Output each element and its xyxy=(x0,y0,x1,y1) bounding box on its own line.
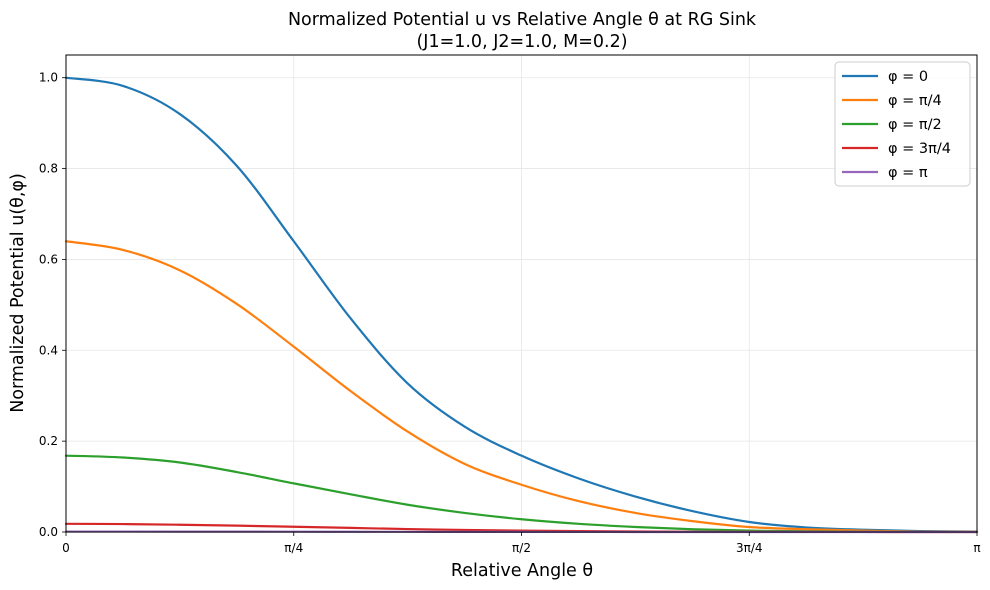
x-tick-label: π/2 xyxy=(512,541,531,555)
legend: φ = 0 φ = π/4 φ = π/2 φ = 3π/4 φ = π xyxy=(834,61,971,187)
y-tick-label: 0.0 xyxy=(39,525,58,539)
chart-title: Normalized Potential u vs Relative Angle… xyxy=(288,10,757,30)
y-axis-ticks: 0.0 0.2 0.4 0.6 0.8 1.0 xyxy=(39,71,66,539)
x-axis-label: Relative Angle θ xyxy=(451,561,593,581)
x-tick-label: 0 xyxy=(62,541,70,555)
x-axis-ticks: 0 π/4 π/2 3π/4 π xyxy=(62,532,981,555)
legend-box xyxy=(834,61,971,187)
series-line-0 xyxy=(64,76,979,533)
x-tick-label: 3π/4 xyxy=(736,541,763,555)
legend-label-1: φ = π/4 xyxy=(888,93,942,109)
legend-label-4: φ = π xyxy=(888,165,928,181)
y-tick-label: 0.8 xyxy=(39,162,58,176)
legend-label-3: φ = 3π/4 xyxy=(888,141,951,157)
legend-label-2: φ = π/2 xyxy=(888,117,942,133)
y-tick-label: 0.2 xyxy=(39,434,58,448)
y-axis-label: Normalized Potential u(θ,φ) xyxy=(8,173,28,413)
y-tick-label: 1.0 xyxy=(39,71,58,85)
legend-label-0: φ = 0 xyxy=(888,69,928,85)
chart-subtitle: (J1=1.0, J2=1.0, M=0.2) xyxy=(416,32,627,52)
x-tick-label: π/4 xyxy=(284,541,303,555)
x-tick-label: π xyxy=(973,541,980,555)
series-line-1 xyxy=(64,240,979,533)
y-tick-label: 0.4 xyxy=(39,343,58,357)
y-tick-label: 0.6 xyxy=(39,252,58,266)
